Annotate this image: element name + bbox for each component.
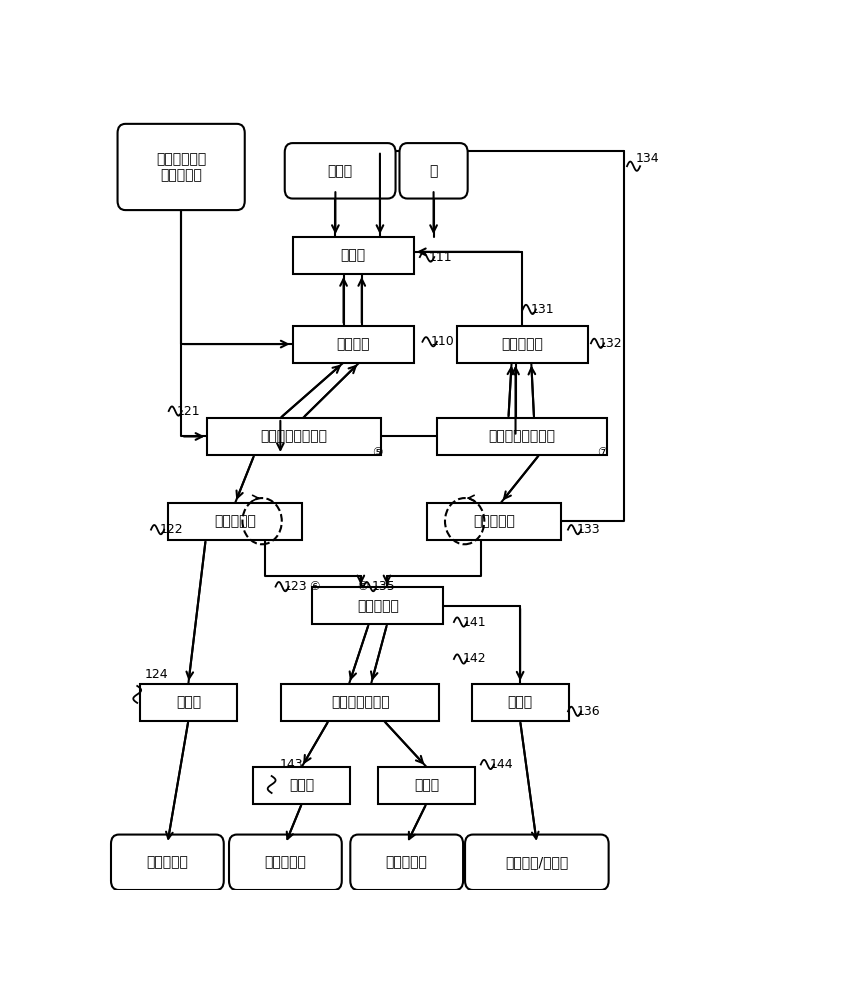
Text: 水: 水	[430, 164, 437, 178]
Text: 第一酸固液分离器: 第一酸固液分离器	[261, 429, 327, 443]
Text: 干燥室: 干燥室	[289, 778, 315, 792]
FancyBboxPatch shape	[282, 684, 439, 721]
FancyBboxPatch shape	[293, 326, 414, 363]
Text: 133: 133	[576, 523, 600, 536]
Text: 混匀池: 混匀池	[341, 249, 365, 263]
Text: 氟化钙固体: 氟化钙固体	[146, 855, 189, 869]
Text: 干燥室: 干燥室	[508, 695, 533, 709]
FancyBboxPatch shape	[465, 835, 608, 890]
Text: 氟化钙固体: 氟化钙固体	[265, 855, 306, 869]
Text: 第二沉淀池: 第二沉淀池	[357, 599, 398, 613]
Text: 氟硅酸钾/钠固体: 氟硅酸钾/钠固体	[505, 855, 569, 869]
Text: 121: 121	[177, 405, 201, 418]
Text: ⑦: ⑦	[597, 446, 608, 459]
Text: 第一沉淀池: 第一沉淀池	[501, 337, 543, 351]
Text: ⑤: ⑤	[372, 446, 383, 459]
FancyBboxPatch shape	[168, 503, 303, 540]
FancyBboxPatch shape	[207, 418, 381, 455]
Text: 135: 135	[372, 580, 396, 593]
FancyBboxPatch shape	[111, 835, 223, 890]
FancyBboxPatch shape	[229, 835, 342, 890]
Text: 124: 124	[146, 668, 168, 681]
Text: 去除碳酸盐的
含氟固废物: 去除碳酸盐的 含氟固废物	[156, 152, 206, 182]
Text: 136: 136	[576, 705, 600, 718]
FancyBboxPatch shape	[140, 684, 237, 721]
Text: 143: 143	[279, 758, 303, 771]
Text: 144: 144	[489, 758, 513, 771]
Text: 134: 134	[635, 152, 659, 165]
Text: 干燥室: 干燥室	[176, 695, 201, 709]
FancyBboxPatch shape	[312, 587, 443, 624]
Text: 141: 141	[463, 616, 486, 629]
FancyBboxPatch shape	[350, 835, 463, 890]
Text: 氯化钙固体: 氯化钙固体	[386, 855, 427, 869]
FancyBboxPatch shape	[285, 143, 396, 199]
Text: 氢氟酸: 氢氟酸	[327, 164, 353, 178]
Text: 酸浸出槽: 酸浸出槽	[337, 337, 370, 351]
FancyBboxPatch shape	[378, 767, 475, 804]
Text: 去酸固液分离器: 去酸固液分离器	[331, 695, 389, 709]
FancyBboxPatch shape	[293, 237, 414, 274]
Text: 第二酸固液分离器: 第二酸固液分离器	[489, 429, 556, 443]
FancyBboxPatch shape	[457, 326, 588, 363]
Text: 第二淋洗头: 第二淋洗头	[473, 514, 515, 528]
FancyBboxPatch shape	[471, 684, 569, 721]
Text: 110: 110	[431, 335, 454, 348]
FancyBboxPatch shape	[399, 143, 468, 199]
Text: 142: 142	[463, 652, 486, 666]
FancyBboxPatch shape	[118, 124, 244, 210]
FancyBboxPatch shape	[437, 418, 607, 455]
Text: 第一淋洗头: 第一淋洗头	[214, 514, 256, 528]
Text: 蒸发器: 蒸发器	[414, 778, 439, 792]
Text: 111: 111	[428, 251, 452, 264]
Text: ⑧: ⑧	[358, 580, 368, 593]
Text: 131: 131	[530, 303, 554, 316]
Text: 122: 122	[160, 523, 183, 536]
Text: 123: 123	[284, 580, 308, 593]
Text: ⑥: ⑥	[309, 580, 320, 593]
FancyBboxPatch shape	[253, 767, 350, 804]
FancyBboxPatch shape	[427, 503, 562, 540]
Text: 132: 132	[599, 337, 623, 350]
